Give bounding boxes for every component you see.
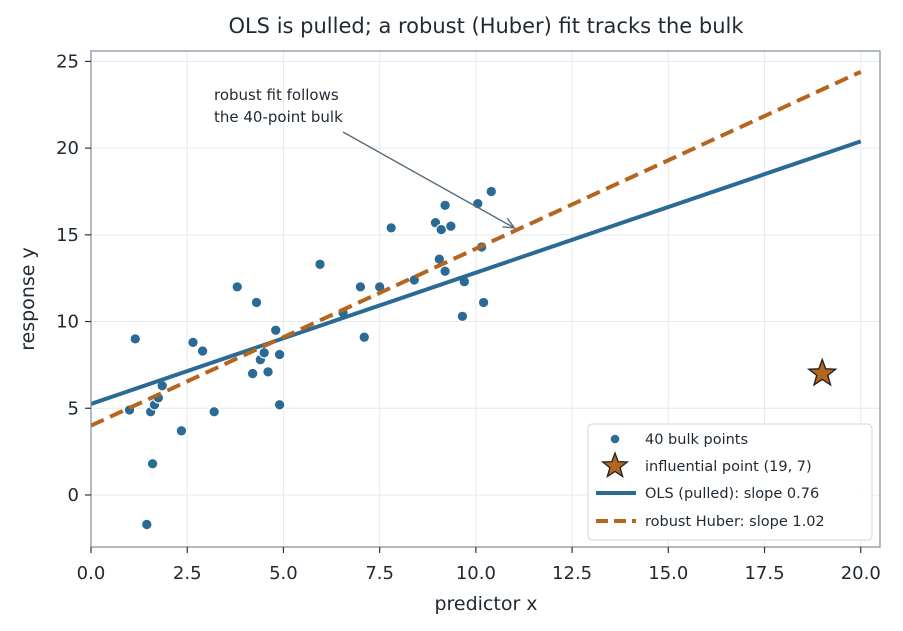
bulk-point: [485, 185, 498, 198]
bulk-point: [456, 310, 469, 323]
y-axis-label: response y: [17, 247, 39, 351]
bulk-point: [445, 220, 457, 232]
x-axis-label: predictor x: [434, 593, 537, 615]
legend-label-robust: robust Huber: slope 1.02: [645, 514, 825, 530]
x-tick-label: 10.0: [456, 563, 496, 584]
x-tick-label: 15.0: [648, 563, 688, 584]
bulk-point: [250, 296, 263, 309]
bulk-point: [273, 399, 286, 411]
x-tick-label: 5.0: [269, 563, 298, 584]
annotation-arrow: [342, 131, 515, 229]
ols-fit-line: [90, 139, 862, 406]
bulk-point: [196, 345, 209, 357]
bulk-point: [477, 296, 490, 309]
grid: [90, 51, 880, 547]
bulk-point: [146, 458, 159, 470]
bulk-point: [435, 223, 447, 236]
bulk-point: [141, 518, 153, 531]
influential-point-star: [807, 357, 838, 387]
plot-area: [90, 69, 862, 531]
x-tick-label: 17.5: [744, 563, 784, 584]
x-tick-label: 20.0: [841, 563, 881, 584]
robust-fit-line: [90, 69, 862, 428]
legend-box: [587, 423, 873, 541]
y-tick-label: 20: [56, 138, 79, 159]
x-tick-label: 12.5: [552, 563, 592, 584]
bulk-point: [175, 425, 188, 437]
x-tick-label: 7.5: [365, 563, 394, 584]
annotation: robust fit follows the 40-point bulk: [214, 86, 516, 229]
x-tick-label: 0.0: [77, 563, 106, 584]
bulk-point: [187, 336, 199, 349]
bulk-point: [354, 281, 367, 293]
annotation-line-1: robust fit follows: [214, 86, 339, 104]
bulk-point: [269, 324, 282, 336]
axis-ticks: 0.0 2.5 5.0 7.5 10.0 12.5 15.0 17.5 20.0 0 5 10 15 20…: [56, 51, 881, 584]
bulk-point: [246, 367, 259, 380]
bulk-point: [231, 281, 244, 293]
y-tick-label: 0: [68, 485, 79, 506]
bulk-point: [439, 265, 451, 278]
annotation-arrowhead: [502, 217, 516, 229]
legend: 40 bulk points influential point (19, 7)…: [587, 423, 873, 541]
x-tick-label: 2.5: [173, 563, 202, 584]
legend-label-ols: OLS (pulled): slope 0.76: [645, 486, 819, 502]
legend-label-influential-point: influential point (19, 7): [645, 459, 812, 475]
bulk-point: [273, 348, 286, 361]
legend-marker-bulk-points: [609, 433, 621, 445]
annotation-line-2: the 40-point bulk: [214, 108, 343, 126]
y-tick-label: 25: [56, 51, 79, 72]
bulk-point: [258, 347, 270, 359]
y-tick-label: 15: [56, 225, 79, 246]
y-tick-label: 5: [68, 398, 79, 419]
chart-title: OLS is pulled; a robust (Huber) fit trac…: [228, 14, 744, 38]
legend-label-bulk-points: 40 bulk points: [645, 432, 748, 448]
y-tick-label: 10: [56, 312, 79, 333]
bulk-point: [314, 258, 326, 271]
bulk-point: [385, 222, 397, 234]
bulk-point: [358, 331, 371, 343]
plot-frame: [90, 50, 881, 548]
bulk-point: [208, 405, 220, 418]
bulk-point: [262, 366, 274, 378]
bulk-point: [439, 199, 451, 212]
legend-marker-influential-point: [600, 451, 630, 479]
bulk-point: [129, 333, 142, 345]
